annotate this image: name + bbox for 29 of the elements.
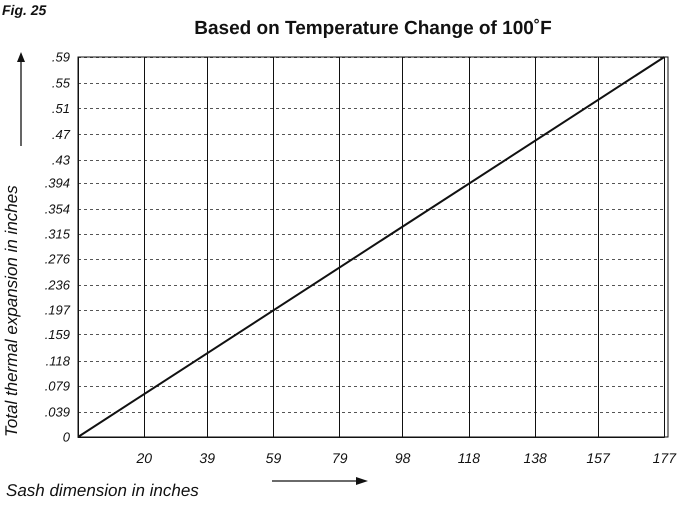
y-tick-label: .276	[44, 252, 71, 267]
y-tick-label: .43	[52, 152, 71, 168]
caption: Fig. 25	[2, 2, 46, 18]
y-tick-label: .51	[52, 101, 70, 116]
y-tick-label: .354	[44, 202, 70, 216]
y-axis-title: Total thermal expansion in inches	[2, 184, 21, 437]
y-tick-label: .079	[44, 378, 70, 394]
x-tick-label: 177	[652, 450, 678, 466]
y-tick-label: .118	[46, 354, 71, 368]
x-tick-label: 157	[586, 450, 611, 466]
y-tick-label: 0	[62, 430, 71, 444]
x-tick-label: 138	[523, 450, 548, 466]
chart-title: Based on Temperature Change of 100˚F	[193, 18, 553, 40]
x-tick-label: 39	[199, 450, 216, 466]
x-axis-title: Sash dimension in inches	[6, 481, 200, 500]
x-tick-label: 59	[266, 450, 282, 466]
x-tick-label: 118	[458, 450, 480, 466]
x-tick-label: 20	[135, 450, 152, 466]
y-tick-label: .236	[44, 278, 71, 292]
x-tick-label: 98	[394, 450, 411, 466]
x-tick-label: 79	[332, 450, 348, 466]
y-tick-label: .394	[44, 176, 70, 191]
y-tick-label: .159	[44, 327, 70, 342]
y-tick-label: .197	[44, 302, 71, 318]
y-tick-label: .315	[44, 226, 71, 242]
y-tick-label: .59	[52, 50, 70, 64]
y-tick-label: .55	[52, 75, 71, 90]
y-tick-label: .47	[52, 126, 71, 142]
y-tick-label: .039	[44, 404, 70, 420]
